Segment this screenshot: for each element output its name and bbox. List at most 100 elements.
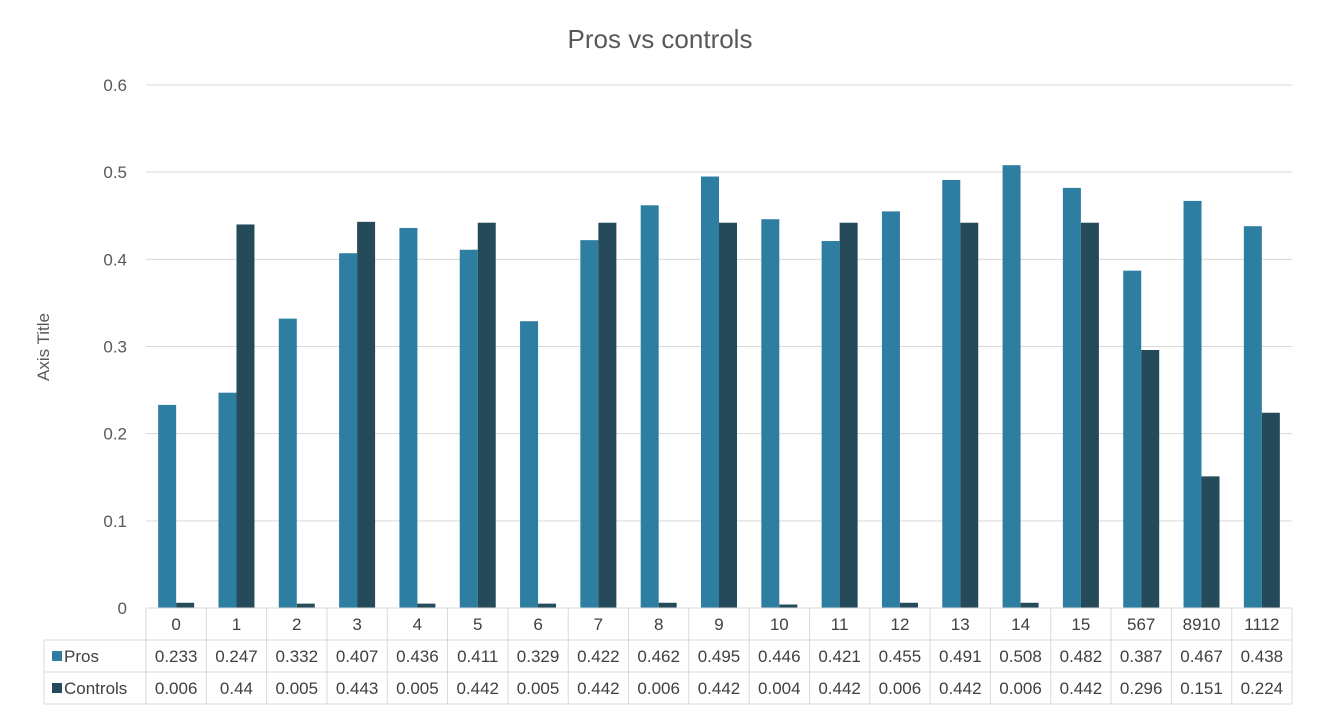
controls-value-cell: 0.004 [758,679,801,698]
controls-bar [598,222,617,608]
controls-bar [1020,602,1039,608]
pros-value-cell: 0.462 [637,647,680,666]
pros-value-cell: 0.436 [396,647,439,666]
category-label: 12 [890,615,909,634]
bars [158,165,1280,609]
y-axis-title: Axis Title [34,313,53,381]
pros-bar [761,219,780,608]
controls-bar [236,224,255,608]
controls-bar [839,222,858,608]
controls-bar [1201,476,1220,608]
pros-value-cell: 0.467 [1180,647,1223,666]
pros-value-cell: 0.407 [336,647,379,666]
category-label: 4 [413,615,422,634]
pros-bar [942,180,961,609]
y-tick-label: 0 [118,599,127,618]
pros-value-cell: 0.332 [276,647,319,666]
pros-bar [520,321,539,608]
controls-bar [779,604,798,608]
chart-title: Pros vs controls [568,24,753,54]
controls-value-cell: 0.005 [396,679,439,698]
category-label: 567 [1127,615,1155,634]
y-tick-label: 0.2 [103,425,127,444]
controls-value-cell: 0.442 [939,679,982,698]
pros-value-cell: 0.508 [999,647,1042,666]
controls-value-cell: 0.005 [276,679,319,698]
controls-bar [477,222,496,608]
controls-value-cell: 0.006 [637,679,680,698]
pros-bar [881,211,900,608]
pros-value-cell: 0.329 [517,647,560,666]
category-label: 13 [951,615,970,634]
pros-value-cell: 0.247 [215,647,258,666]
y-tick-label: 0.1 [103,512,127,531]
pros-bar [580,240,599,608]
pros-bar [701,176,719,608]
controls-value-cell: 0.442 [456,679,499,698]
controls-legend-key [52,683,62,693]
category-label: 15 [1071,615,1090,634]
pros-bar [158,404,177,608]
pros-value-cell: 0.446 [758,647,801,666]
controls-bar [1141,349,1160,608]
pros-bar [1183,200,1202,608]
category-label: 11 [831,615,849,634]
category-label: 10 [770,615,789,634]
controls-value-cell: 0.442 [818,679,861,698]
controls-value-cell: 0.224 [1241,679,1284,698]
category-label: 1 [232,615,241,634]
controls-value-cell: 0.443 [336,679,379,698]
category-label: 7 [594,615,603,634]
controls-bar [960,222,979,608]
y-tick-label: 0.3 [103,338,127,357]
pros-bar [339,253,358,608]
controls-bar [719,222,737,608]
pros-bar [399,227,418,608]
controls-bar [899,602,918,608]
controls-value-cell: 0.44 [220,679,253,698]
controls-value-cell: 0.151 [1180,679,1223,698]
pros-value-cell: 0.387 [1120,647,1163,666]
controls-bar [538,603,557,608]
controls-bar [417,603,436,608]
y-tick-label: 0.4 [103,250,127,269]
controls-value-cell: 0.006 [879,679,922,698]
category-label: 2 [292,615,301,634]
pros-value-cell: 0.411 [457,647,498,666]
controls-series-name: Controls [64,679,127,698]
controls-bar [296,603,315,608]
controls-bar [1080,222,1099,608]
controls-value-cell: 0.442 [698,679,741,698]
pros-bar [278,318,297,608]
controls-bar [176,602,195,608]
pros-bar [821,241,840,609]
category-label: 8 [654,615,663,634]
pros-value-cell: 0.438 [1241,647,1284,666]
pros-value-cell: 0.495 [698,647,741,666]
pros-value-cell: 0.233 [155,647,198,666]
pros-bar [1062,187,1081,608]
controls-bar [1261,412,1280,608]
controls-bar [357,221,376,608]
pros-bar [1123,270,1142,608]
pros-bar [1243,226,1262,608]
y-tick-label: 0.5 [103,163,127,182]
pros-bar [218,392,237,608]
controls-bar [658,602,677,608]
pros-series-name: Pros [64,647,99,666]
category-label: 9 [714,615,723,634]
controls-value-cell: 0.442 [577,679,620,698]
category-label: 5 [473,615,482,634]
pros-value-cell: 0.421 [818,647,861,666]
pros-value-cell: 0.422 [577,647,620,666]
y-axis-ticks: 0 0.1 0.2 0.3 0.4 0.5 0.6 [103,76,127,618]
pros-value-cell: 0.455 [879,647,922,666]
y-tick-label: 0.6 [103,76,127,95]
controls-value-cell: 0.006 [155,679,198,698]
pros-bar [459,249,478,608]
controls-value-cell: 0.006 [999,679,1042,698]
controls-value-cell: 0.296 [1120,679,1163,698]
